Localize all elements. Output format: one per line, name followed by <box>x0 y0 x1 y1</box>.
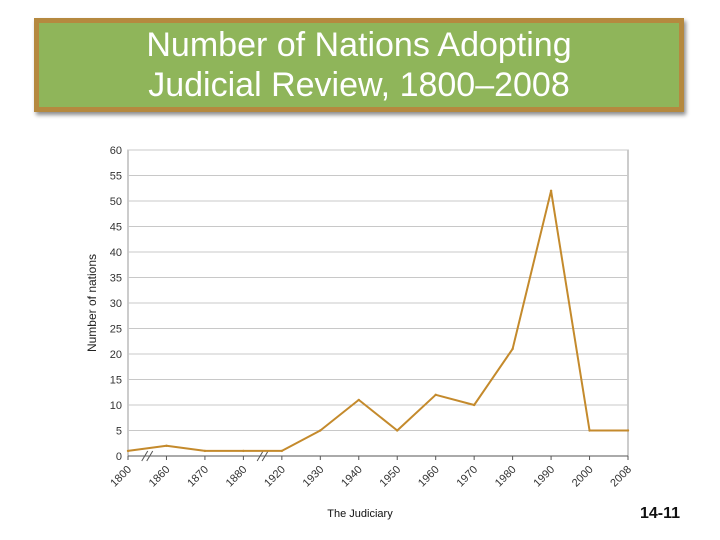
data-point <box>280 449 284 453</box>
axis-break-mark <box>261 450 269 462</box>
y-tick-label: 0 <box>116 451 122 463</box>
axis-break-mark <box>141 450 149 462</box>
x-tick-label: 1940 <box>339 464 365 490</box>
data-point <box>511 347 514 351</box>
title-line-2: Judicial Review, 1800–2008 <box>148 66 570 104</box>
y-tick-label: 25 <box>110 324 122 336</box>
line-chart: 0 5 10 15 20 25 30 35 40 45 50 55 60 1800 1860 1870 1880… <box>85 145 634 490</box>
slide-title: Number of Nations Adopting Judicial Revi… <box>146 25 571 105</box>
data-point <box>472 403 476 407</box>
series-line <box>127 189 628 452</box>
data-point <box>588 429 591 432</box>
axis-break-mark <box>146 450 154 462</box>
title-line-1: Number of Nations Adopting <box>146 26 572 64</box>
footer-text: The Judiciary <box>327 508 393 520</box>
data-point <box>165 444 168 447</box>
y-tick-label: 50 <box>110 196 122 208</box>
data-point <box>549 189 553 192</box>
data-point <box>203 449 207 453</box>
data-point <box>126 449 130 453</box>
x-tick-label: 2000 <box>570 464 596 490</box>
y-axis-label: Number of nations <box>85 254 99 352</box>
data-point <box>319 429 322 432</box>
y-tick-label: 35 <box>110 273 122 285</box>
chart-area: 0 5 10 15 20 25 30 35 40 45 50 55 60 1800 1860 1870 1880… <box>0 130 720 510</box>
y-tick-label: 30 <box>110 298 122 310</box>
x-tick-label: 1990 <box>531 464 557 490</box>
x-tick-label: 1970 <box>454 464 480 490</box>
x-tick-label: 1920 <box>262 464 288 490</box>
x-tick-label: 1960 <box>416 464 442 490</box>
page-number: 14-11 <box>639 505 680 522</box>
y-tick-label: 40 <box>110 247 122 259</box>
data-point <box>396 429 399 432</box>
x-tick-label: 1800 <box>108 464 134 490</box>
axis-break-mark <box>256 450 264 462</box>
y-tick-label: 5 <box>116 426 122 438</box>
data-point <box>434 393 437 396</box>
data-point <box>242 449 245 453</box>
x-tick-label: 1980 <box>493 464 519 490</box>
y-tick-label: 55 <box>110 171 122 183</box>
title-banner: Number of Nations Adopting Judicial Revi… <box>34 18 684 112</box>
y-tick-label: 10 <box>110 400 122 412</box>
x-tick-label: 1950 <box>378 464 404 490</box>
x-tick-label: 2008 <box>608 464 634 490</box>
x-tick-label: 1870 <box>185 464 211 490</box>
x-tick-label: 1860 <box>147 464 173 490</box>
y-tick-label: 15 <box>110 375 122 387</box>
x-tick-label: 1880 <box>224 464 250 490</box>
data-point <box>626 429 630 432</box>
y-tick-label: 60 <box>110 145 122 157</box>
y-tick-label: 20 <box>110 349 122 361</box>
data-point <box>357 398 360 402</box>
x-tick-label: 1930 <box>301 464 327 490</box>
y-tick-label: 45 <box>110 222 122 234</box>
